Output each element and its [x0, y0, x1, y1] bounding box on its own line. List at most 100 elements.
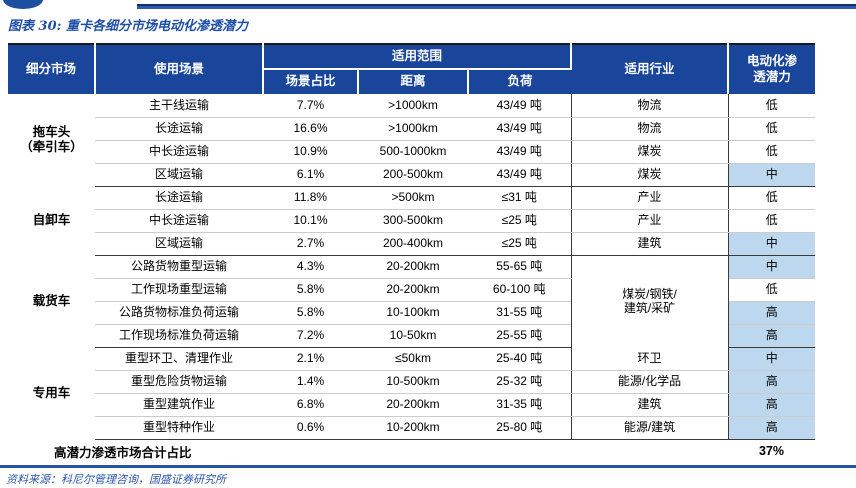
cell-industry: 煤炭 — [570, 163, 729, 187]
cell-potential: 高 — [728, 393, 815, 417]
cell-industry: 环卫 — [570, 347, 729, 371]
cell-potential: 高 — [728, 301, 815, 325]
cell-load: ≤31 吨 — [468, 186, 571, 210]
footer-rule — [0, 465, 856, 468]
table-row: 重型特种作业 0.6% 10-200km 25-80 吨 能源/建筑 高 — [8, 416, 815, 440]
header-distance: 距离 — [358, 69, 469, 94]
header-segment: 细分市场 — [8, 44, 96, 94]
cell-share: 6.1% — [263, 163, 358, 187]
table-row: 工作现场标准负荷运输 7.2% 10-50km 25-55 吨 高 — [8, 324, 815, 348]
cell-share: 4.3% — [263, 255, 358, 279]
cell-share: 11.8% — [263, 186, 358, 210]
cell-load: 31-55 吨 — [468, 301, 571, 325]
header-share: 场景占比 — [263, 69, 359, 94]
cell-load: 43/49 吨 — [468, 117, 571, 141]
cell-potential: 低 — [728, 209, 815, 233]
cell-scenario: 区域运输 — [95, 232, 263, 256]
cell-scenario: 长途运输 — [95, 186, 263, 210]
cell-scenario: 中长途运输 — [95, 209, 263, 233]
cell-load: 25-32 吨 — [468, 370, 571, 394]
cell-scenario: 重型危险货物运输 — [95, 370, 263, 394]
publisher-logo-icon — [3, 0, 43, 9]
cell-distance: 200-500km — [358, 163, 468, 187]
segment-cell: 载货车 — [32, 293, 71, 308]
table-row: 中长途运输 10.1% 300-500km ≤25 吨 产业 低 — [8, 209, 815, 233]
cell-distance: 20-200km — [358, 255, 468, 279]
table-row: 重型建筑作业 6.8% 20-200km 31-35 吨 建筑 高 — [8, 393, 815, 417]
cell-industry: 产业 — [570, 209, 729, 233]
cell-share: 6.8% — [263, 393, 358, 417]
cell-industry: 煤炭 — [570, 140, 729, 164]
cell-scenario: 工作现场标准负荷运输 — [95, 324, 263, 348]
cell-scenario: 重型环卫、清理作业 — [95, 347, 263, 371]
cell-load: 25-55 吨 — [468, 324, 571, 348]
cell-potential: 低 — [728, 94, 815, 118]
cell-distance: 200-400km — [358, 232, 468, 256]
cell-load: 25-40 吨 — [468, 347, 571, 371]
cell-potential: 中 — [728, 255, 815, 279]
cell-distance: 10-200km — [358, 416, 468, 440]
cell-industry-merged: 煤炭/钢铁/ 建筑/采矿 — [570, 255, 729, 347]
cell-scenario: 区域运输 — [95, 163, 263, 187]
table-row: 拖车头 （牵引车） 主干线运输 7.7% >1000km 43/49 吨 物流 … — [8, 94, 815, 154]
cell-industry: 建筑 — [570, 393, 729, 417]
cell-distance: >1000km — [358, 117, 468, 141]
cell-share: 2.7% — [263, 232, 358, 256]
cell-industry: 能源/化学品 — [570, 370, 729, 394]
table-header: 细分市场 使用场景 适用范围 适用行业 电动化渗 透潜力 场景占比 距离 负荷 — [8, 44, 815, 94]
header-potential: 电动化渗 透潜力 — [728, 44, 815, 94]
table-row: 区域运输 6.1% 200-500km 43/49 吨 煤炭 中 — [8, 163, 815, 187]
cell-industry: 建筑 — [570, 232, 729, 256]
total-label: 高潜力渗透市场合计占比 — [54, 445, 192, 460]
cell-share: 5.8% — [263, 301, 358, 325]
cell-scenario: 公路货物标准负荷运输 — [95, 301, 263, 325]
table-row: 长途运输 16.6% >1000km 43/49 吨 物流 低 — [8, 117, 815, 141]
cell-distance: ≤50km — [358, 347, 468, 371]
table-row: 区域运输 2.7% 200-400km ≤25 吨 建筑 中 — [8, 232, 815, 256]
cell-scenario: 工作现场重型运输 — [95, 278, 263, 302]
cell-load: 60-100 吨 — [468, 278, 571, 302]
cell-distance: 300-500km — [358, 209, 468, 233]
cell-potential: 高 — [728, 324, 815, 348]
cell-scenario: 主干线运输 — [95, 94, 263, 118]
cell-distance: 10-500km — [358, 370, 468, 394]
cell-industry: 物流 — [570, 117, 729, 141]
segment-cell: 自卸车 — [32, 213, 71, 227]
figure-title: 图表 30: 重卡各细分市场电动化渗透潜力 — [8, 19, 248, 34]
table-row: 公路货物标准负荷运输 5.8% 10-100km 31-55 吨 高 — [8, 301, 815, 325]
cell-scenario: 长途运输 — [95, 117, 263, 141]
table-row: 载货车 公路货物重型运输 4.3% 20-200km 55-65 吨 煤炭/钢铁… — [8, 255, 815, 347]
cell-load: 25-80 吨 — [468, 416, 571, 440]
table-row: 中长途运输 10.9% 500-1000km 43/49 吨 煤炭 低 — [8, 140, 815, 164]
cell-share: 10.9% — [263, 140, 358, 164]
header-industry: 适用行业 — [571, 44, 729, 94]
cell-potential: 中 — [728, 347, 815, 371]
cell-load: ≤25 吨 — [468, 232, 571, 256]
cell-distance: >1000km — [358, 94, 468, 118]
cell-load: 43/49 吨 — [468, 140, 571, 164]
table-row: 工作现场重型运输 5.8% 20-200km 60-100 吨 低 — [8, 278, 815, 302]
header-scenario: 使用场景 — [95, 44, 264, 94]
cell-distance: 10-50km — [358, 324, 468, 348]
total-value: 37% — [758, 444, 785, 459]
cell-distance: 20-200km — [358, 278, 468, 302]
cell-share: 5.8% — [263, 278, 358, 302]
cell-load: 43/49 吨 — [468, 94, 571, 118]
cell-potential: 高 — [728, 370, 815, 394]
cell-load: 43/49 吨 — [468, 163, 571, 187]
cell-load: 55-65 吨 — [468, 255, 571, 279]
cell-load: 31-35 吨 — [468, 393, 571, 417]
cell-potential: 高 — [728, 416, 815, 440]
cell-load: ≤25 吨 — [468, 209, 571, 233]
source-note: 资料来源：科尼尔管理咨询，国盛证券研究所 — [6, 473, 226, 486]
cell-distance: 20-200km — [358, 393, 468, 417]
segment-cell: 专用车 — [32, 385, 71, 400]
cell-potential: 低 — [728, 278, 815, 302]
cell-potential: 中 — [728, 163, 815, 187]
cell-scenario: 公路货物重型运输 — [95, 255, 263, 279]
cell-industry: 能源/建筑 — [570, 416, 729, 440]
cell-share: 1.4% — [263, 370, 358, 394]
cell-potential: 低 — [728, 140, 815, 164]
table-row: 专用车 重型环卫、清理作业 2.1% ≤50km 25-40 吨 环卫 中 — [8, 347, 815, 400]
header-scope-group: 适用范围 — [263, 44, 572, 70]
